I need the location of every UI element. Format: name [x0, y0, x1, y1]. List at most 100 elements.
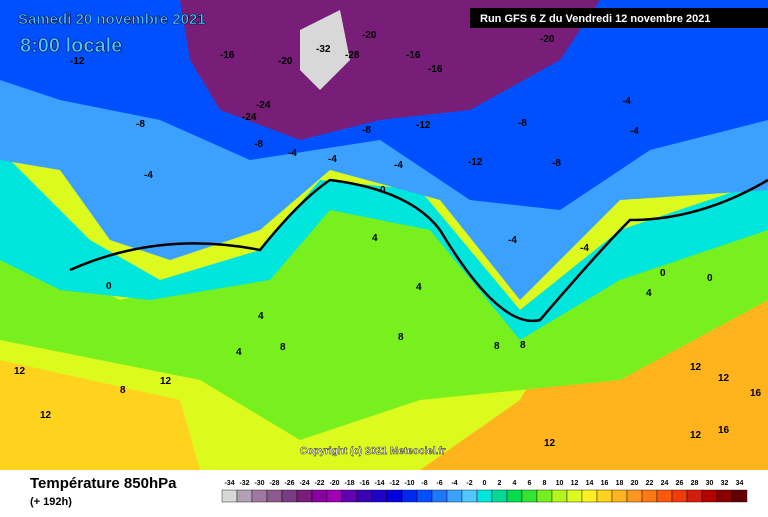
- field-cold-core: [300, 10, 350, 90]
- scale-label: 30: [706, 480, 714, 487]
- scale-label: 20: [631, 480, 639, 487]
- footer-title: Température 850hPa: [30, 475, 177, 492]
- contour-label: 8: [398, 332, 404, 343]
- scale-swatch: [281, 489, 298, 503]
- scale-label: 34: [736, 480, 744, 487]
- scale-swatch: [491, 489, 508, 503]
- scale-swatch: [251, 489, 268, 503]
- field-cyan: [0, 150, 768, 340]
- contour-label: -16: [406, 50, 421, 61]
- scale-swatch: [341, 489, 358, 503]
- scale-swatch: [476, 489, 493, 503]
- scale-label: -26: [284, 480, 294, 487]
- run-text: Run GFS 6 Z du Vendredi 12 novembre 2021: [480, 13, 710, 25]
- scale-label: -6: [436, 480, 442, 487]
- scale-swatch: [716, 489, 733, 503]
- contour-label: -24: [256, 100, 271, 111]
- copyright: Copyright (c) 2021 Meteociel.fr: [300, 446, 446, 457]
- scale-swatch: [731, 489, 748, 503]
- scale-swatch: [371, 489, 388, 503]
- scale-label: 28: [691, 480, 699, 487]
- contour-label: -4: [508, 235, 517, 246]
- contour-label: -8: [254, 139, 263, 150]
- scale-label: 18: [616, 480, 624, 487]
- contour-label: 4: [372, 233, 378, 244]
- contour-label: -4: [144, 170, 153, 181]
- scale-label: -24: [299, 480, 309, 487]
- contour-label: 12: [690, 362, 702, 373]
- contour-label: -8: [136, 119, 145, 130]
- temperature-field: [0, 0, 768, 470]
- scale-label: -20: [329, 480, 339, 487]
- scale-swatch: [536, 489, 553, 503]
- contour-label: -28: [345, 50, 360, 61]
- contour-label: 8: [120, 385, 126, 396]
- scale-swatch: [221, 489, 238, 503]
- scale-swatch: [506, 489, 523, 503]
- contour-label: -20: [362, 30, 377, 41]
- scale-swatch: [656, 489, 673, 503]
- scale-label: 24: [661, 480, 669, 487]
- scale-label: 22: [646, 480, 654, 487]
- scale-label: -30: [254, 480, 264, 487]
- contour-label: 12: [40, 410, 52, 421]
- scale-label: -22: [314, 480, 324, 487]
- contour-label: -8: [552, 158, 561, 169]
- contour-label: 12: [160, 376, 172, 387]
- contour-label: -8: [518, 118, 527, 129]
- contour-label: -4: [288, 148, 297, 159]
- scale-label: 12: [571, 480, 579, 487]
- scale-label: -32: [239, 480, 249, 487]
- scale-swatch: [626, 489, 643, 503]
- run-box: [470, 8, 768, 28]
- scale-label: 14: [586, 480, 594, 487]
- contour-label: -4: [394, 160, 403, 171]
- contour-label: 8: [494, 341, 500, 352]
- contour-label: 0: [660, 268, 666, 279]
- contour-label: 12: [690, 430, 702, 441]
- field-green: [0, 190, 768, 440]
- scale-swatch: [356, 489, 373, 503]
- scale-swatch: [611, 489, 628, 503]
- scale-swatch: [686, 489, 703, 503]
- scale-label: -8: [421, 480, 427, 487]
- scale-swatch: [431, 489, 448, 503]
- scale-label: -16: [359, 480, 369, 487]
- scale-label: 4: [513, 480, 517, 487]
- contour-label: 16: [750, 388, 762, 399]
- scale-label: -12: [389, 480, 399, 487]
- scale-swatch: [671, 489, 688, 503]
- scale-swatch: [311, 489, 328, 503]
- contour-label: 0: [707, 273, 713, 284]
- zero-isotherm: [69, 178, 768, 323]
- scale-swatch: [521, 489, 538, 503]
- scale-label: 10: [556, 480, 564, 487]
- scale-label: -34: [224, 480, 234, 487]
- scale-label: 6: [528, 480, 532, 487]
- scale-label: -2: [466, 480, 472, 487]
- scale-swatch: [326, 489, 343, 503]
- scale-swatch: [596, 489, 613, 503]
- contour-label: -12: [416, 120, 431, 131]
- contour-label: -16: [428, 64, 443, 75]
- scale-swatch: [416, 489, 433, 503]
- scale-label: -28: [269, 480, 279, 487]
- scale-swatch: [701, 489, 718, 503]
- contour-label: -4: [580, 243, 589, 254]
- contour-label: 0: [106, 281, 112, 292]
- field-purple: [180, 0, 600, 140]
- contour-label: 8: [520, 340, 526, 351]
- scale-swatch: [446, 489, 463, 503]
- field-orange-west: [0, 360, 200, 470]
- contour-label: 4: [646, 288, 652, 299]
- contour-label: -20: [540, 34, 555, 45]
- contour-label: -20: [278, 56, 293, 67]
- contour-label: 8: [280, 342, 286, 353]
- scale-label: 16: [601, 480, 609, 487]
- contour-label: 12: [718, 373, 730, 384]
- scale-swatch: [581, 489, 598, 503]
- scale-swatch: [566, 489, 583, 503]
- scale-swatch: [551, 489, 568, 503]
- contour-label: 0: [380, 185, 386, 196]
